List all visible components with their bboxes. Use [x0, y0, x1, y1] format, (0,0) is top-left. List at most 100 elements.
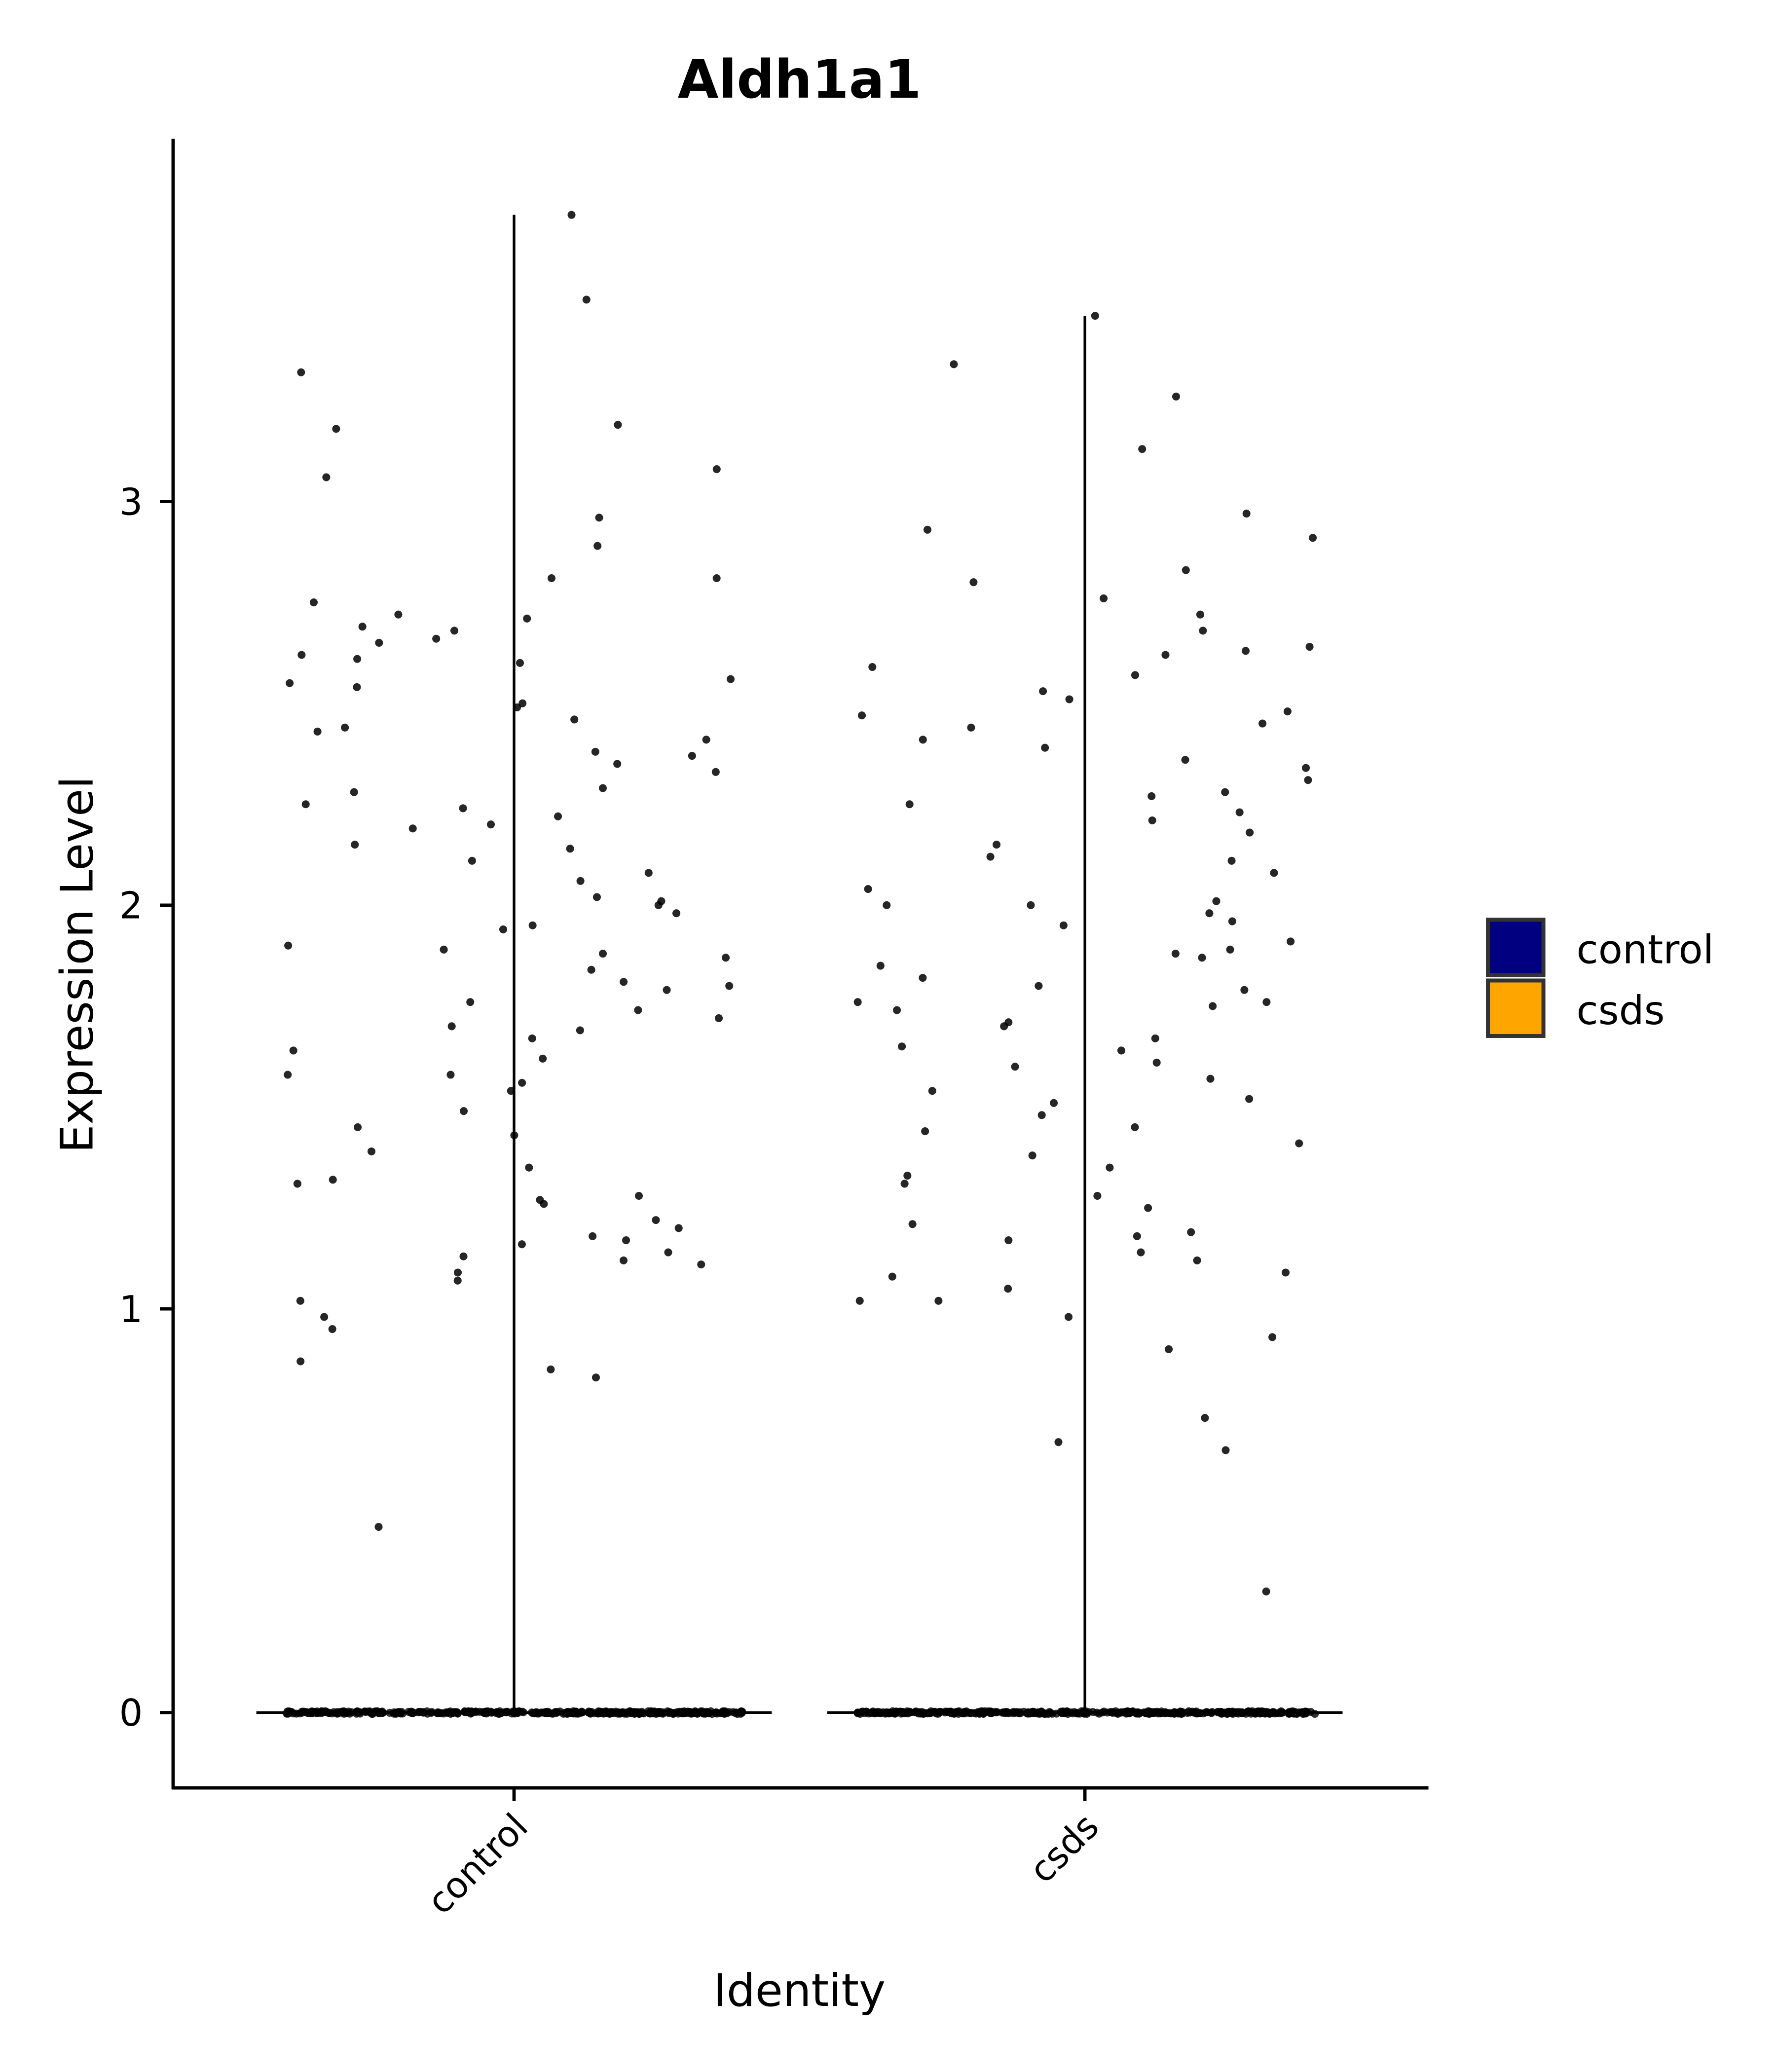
point-csds: [1171, 949, 1180, 958]
point-control: [714, 1014, 723, 1022]
point-csds: [1196, 610, 1204, 619]
point-control: [523, 614, 531, 623]
point-control: [547, 574, 555, 583]
point-control: [432, 634, 441, 643]
point-csds: [1027, 901, 1035, 909]
point-csds: [853, 998, 862, 1006]
legend-swatch-csds: [1486, 978, 1546, 1038]
x-tick-label-control: control: [419, 1806, 536, 1923]
y-tick-label: 1: [119, 1288, 143, 1331]
point-control: [674, 1224, 683, 1232]
point-csds: [1151, 1034, 1159, 1042]
point-csds: [1035, 982, 1043, 990]
point-control: [446, 1071, 455, 1079]
point-csds: [1148, 816, 1156, 825]
point-control: [622, 1236, 630, 1245]
y-tick-label: 3: [119, 480, 143, 523]
point-csds: [1041, 743, 1049, 752]
point-csds: [1305, 643, 1314, 651]
point-csds: [1152, 1058, 1161, 1067]
point-control: [634, 1006, 642, 1014]
point-csds: [969, 578, 978, 587]
point-csds: [1004, 1285, 1012, 1293]
point-control: [447, 1022, 456, 1031]
point-control: [672, 909, 681, 918]
point-control: [725, 982, 734, 990]
point-csds: [1117, 1046, 1125, 1055]
point-csds: [1262, 998, 1271, 1006]
point-control: [598, 784, 607, 792]
point-control: [358, 623, 367, 631]
y-tick-label: 2: [119, 884, 143, 927]
point-csds: [934, 1296, 943, 1305]
point-control: [341, 723, 349, 732]
point-control: [353, 683, 361, 691]
point-control: [440, 945, 448, 954]
point-control: [459, 1107, 468, 1115]
point-csds: [1308, 534, 1317, 542]
point-csds: [868, 663, 877, 671]
point-control: [408, 824, 417, 833]
point-csds: [1131, 1123, 1139, 1131]
point-csds: [992, 841, 1001, 849]
point-csds: [855, 1296, 864, 1305]
point-csds: [1240, 986, 1249, 994]
point-control: [353, 1123, 362, 1131]
point-csds: [1172, 392, 1180, 401]
point-control: [353, 655, 362, 663]
point-csds: [1242, 510, 1251, 518]
point-control: [587, 965, 595, 974]
point-control: [518, 1078, 526, 1087]
point-control: [320, 1313, 329, 1321]
point-csds: [1206, 1074, 1215, 1083]
point-control: [547, 1365, 555, 1373]
chart-title: Aldh1a1: [678, 49, 922, 111]
point-csds: [1137, 1248, 1145, 1257]
point-csds: [923, 525, 932, 534]
point-control: [592, 1373, 600, 1382]
point-csds: [967, 723, 975, 732]
point-csds: [1065, 695, 1073, 703]
point-control: [663, 986, 671, 994]
point-control: [297, 651, 306, 659]
point-control: [567, 211, 576, 219]
point-csds: [1283, 707, 1292, 716]
point-csds: [1106, 1163, 1114, 1172]
point-control: [589, 1232, 597, 1240]
point-control: [591, 747, 599, 756]
point-csds: [888, 1272, 896, 1281]
point-control: [652, 1216, 660, 1224]
point-csds: [1245, 1095, 1254, 1103]
point-csds: [1258, 719, 1267, 728]
point-control: [644, 869, 653, 877]
point-control: [711, 768, 720, 776]
point-control: [576, 1026, 584, 1035]
point-csds: [1065, 1313, 1073, 1321]
point-csds: [905, 800, 914, 809]
point-control: [554, 812, 562, 820]
point-control: [598, 949, 607, 958]
point-csds: [1270, 869, 1278, 877]
point-control: [367, 1147, 376, 1156]
point-csds: [1091, 312, 1099, 320]
point-csds: [1100, 594, 1108, 602]
point-csds: [1131, 671, 1140, 679]
point-csds: [919, 974, 927, 982]
point-csds: [1226, 945, 1234, 954]
point-csds: [1241, 647, 1250, 655]
point-csds: [903, 1172, 912, 1180]
point-csds: [1093, 1191, 1102, 1200]
point-control: [293, 1180, 301, 1188]
point-control: [332, 425, 340, 433]
point-csds: [883, 901, 891, 909]
point-control: [613, 760, 622, 768]
point-control: [313, 727, 322, 736]
point-csds: [1138, 445, 1147, 453]
point-control: [566, 845, 574, 853]
point-csds: [1205, 909, 1214, 918]
point-csds: [1054, 1438, 1063, 1446]
point-csds: [1221, 1446, 1230, 1454]
point-control: [634, 1191, 643, 1200]
point-control: [712, 465, 721, 474]
